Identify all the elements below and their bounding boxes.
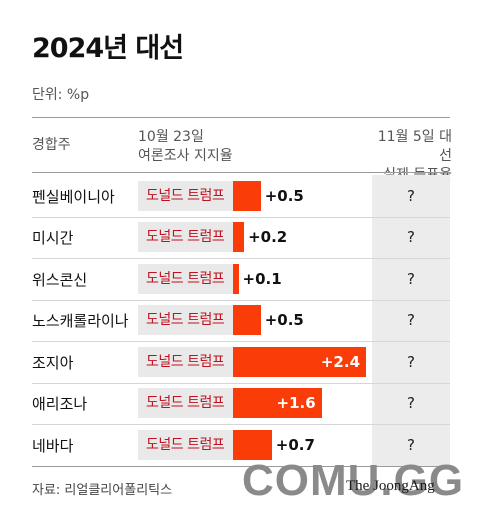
state-name: 네바다 (32, 436, 74, 455)
row-divider (32, 341, 450, 342)
leader-label: 도널드 트럼프 (138, 305, 233, 336)
margin-bar (233, 263, 239, 294)
state-name: 애리조나 (32, 395, 88, 414)
leader-label: 도널드 트럼프 (138, 388, 233, 419)
margin-value-label: +0.5 (264, 186, 304, 205)
site-watermark: COMU.GG (242, 456, 465, 505)
margin-value-label: +0.7 (275, 435, 315, 454)
margin-value-label: +2.4 (320, 352, 360, 371)
actual-result-value: ? (407, 435, 415, 454)
margin-bar (233, 222, 245, 253)
actual-result-column (372, 175, 450, 466)
actual-header-date: 11월 5일 대선 (377, 129, 452, 164)
poll-header-date: 10월 23일 (138, 129, 204, 145)
leader-label: 도널드 트럼프 (138, 263, 233, 294)
source-note: 자료: 리얼클리어폴리틱스 (32, 483, 173, 498)
actual-result-value: ? (407, 352, 415, 371)
leader-label: 도널드 트럼프 (138, 180, 233, 211)
row-divider (32, 258, 450, 259)
state-name: 미시간 (32, 229, 74, 248)
poll-column-header: 10월 23일 여론조사 지지율 (138, 128, 233, 166)
state-name: 펜실베이니아 (32, 187, 115, 206)
margin-bar (233, 305, 261, 336)
poll-header-label: 여론조사 지지율 (138, 148, 233, 164)
row-divider (32, 299, 450, 301)
margin-value-label: +1.6 (276, 394, 316, 413)
leader-label: 도널드 트럼프 (138, 429, 233, 460)
margin-value-label: +0.2 (248, 228, 288, 247)
bottom-rule (32, 466, 450, 467)
actual-result-value: ? (407, 186, 415, 205)
leader-label: 도널드 트럼프 (138, 346, 233, 377)
chart-title: 2024년 대선 (32, 33, 184, 64)
margin-value-label: +0.5 (264, 311, 304, 330)
leader-label: 도널드 트럼프 (138, 222, 233, 253)
actual-result-value: ? (407, 228, 415, 247)
state-column-header: 경합주 (32, 137, 71, 153)
row-divider (32, 424, 450, 425)
margin-value-label: +0.1 (242, 269, 282, 288)
actual-result-value: ? (407, 311, 415, 330)
row-divider (32, 216, 450, 218)
publisher-watermark: The JoongAng (346, 478, 435, 494)
top-rule (32, 117, 450, 118)
margin-bar (233, 180, 261, 211)
state-name: 조지아 (32, 353, 74, 372)
state-name: 노스캐롤라이나 (32, 312, 129, 331)
header-rule (32, 172, 450, 173)
row-divider (32, 382, 450, 384)
margin-bar (233, 429, 272, 460)
margin-bar (233, 346, 366, 377)
margin-bar (233, 388, 322, 419)
unit-label: 단위: %p (32, 87, 90, 103)
actual-result-value: ? (407, 394, 415, 413)
state-name: 위스콘신 (32, 270, 88, 289)
actual-result-value: ? (407, 269, 415, 288)
